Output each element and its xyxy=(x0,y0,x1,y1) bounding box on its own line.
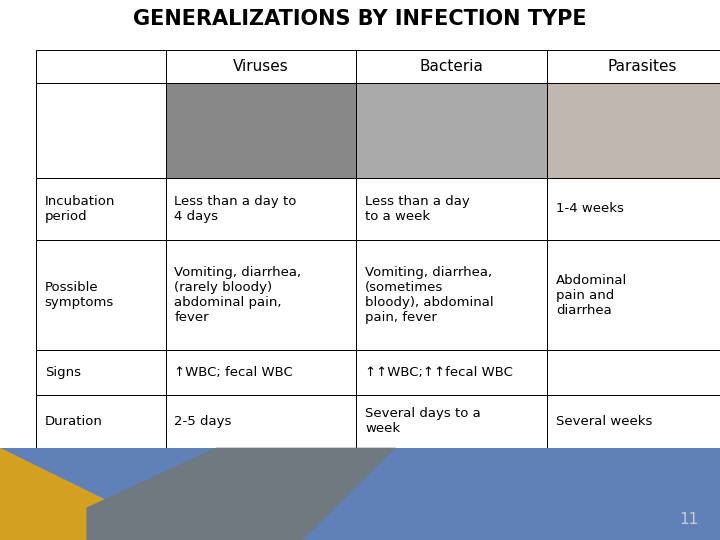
Polygon shape xyxy=(86,448,396,540)
Text: ↑↑WBC;↑↑fecal WBC: ↑↑WBC;↑↑fecal WBC xyxy=(365,366,513,379)
Bar xyxy=(166,395,356,448)
Bar xyxy=(356,350,547,395)
Text: Bacteria: Bacteria xyxy=(420,59,484,74)
Bar xyxy=(166,50,356,83)
Text: Less than a day to
4 days: Less than a day to 4 days xyxy=(174,195,297,222)
Text: Several weeks: Several weeks xyxy=(556,415,652,428)
Text: Abdominal
pain and
diarrhea: Abdominal pain and diarrhea xyxy=(556,274,627,316)
Bar xyxy=(36,395,166,448)
Bar xyxy=(356,50,547,83)
Bar xyxy=(547,350,720,395)
Text: Viruses: Viruses xyxy=(233,59,289,74)
Polygon shape xyxy=(0,448,187,540)
Bar xyxy=(547,83,720,178)
Bar xyxy=(166,240,356,350)
Bar xyxy=(356,395,547,448)
Text: 1-4 weeks: 1-4 weeks xyxy=(556,202,624,215)
Text: Incubation
period: Incubation period xyxy=(45,195,115,222)
Text: Duration: Duration xyxy=(45,415,102,428)
Bar xyxy=(166,350,356,395)
Text: Possible
symptoms: Possible symptoms xyxy=(45,281,114,309)
Text: ↑WBC; fecal WBC: ↑WBC; fecal WBC xyxy=(174,366,293,379)
Text: 11: 11 xyxy=(679,511,698,526)
Text: Vomiting, diarrhea,
(rarely bloody)
abdominal pain,
fever: Vomiting, diarrhea, (rarely bloody) abdo… xyxy=(174,266,302,324)
Bar xyxy=(547,50,720,83)
Bar xyxy=(36,240,166,350)
Bar xyxy=(547,240,720,350)
Bar xyxy=(36,50,166,83)
Text: Vomiting, diarrhea,
(sometimes
bloody), abdominal
pain, fever: Vomiting, diarrhea, (sometimes bloody), … xyxy=(365,266,494,324)
Text: Parasites: Parasites xyxy=(608,59,678,74)
Bar xyxy=(36,350,166,395)
Text: Signs: Signs xyxy=(45,366,81,379)
Bar xyxy=(36,178,166,240)
Bar xyxy=(547,178,720,240)
Bar xyxy=(356,240,547,350)
Text: GENERALIZATIONS BY INFECTION TYPE: GENERALIZATIONS BY INFECTION TYPE xyxy=(133,9,587,29)
Bar xyxy=(166,178,356,240)
Bar xyxy=(547,395,720,448)
Polygon shape xyxy=(0,448,720,540)
Bar xyxy=(36,83,166,178)
Bar xyxy=(166,83,356,178)
Text: 2-5 days: 2-5 days xyxy=(174,415,232,428)
Bar xyxy=(356,83,547,178)
Bar xyxy=(356,178,547,240)
Text: Less than a day
to a week: Less than a day to a week xyxy=(365,195,469,222)
Text: Several days to a
week: Several days to a week xyxy=(365,407,481,435)
